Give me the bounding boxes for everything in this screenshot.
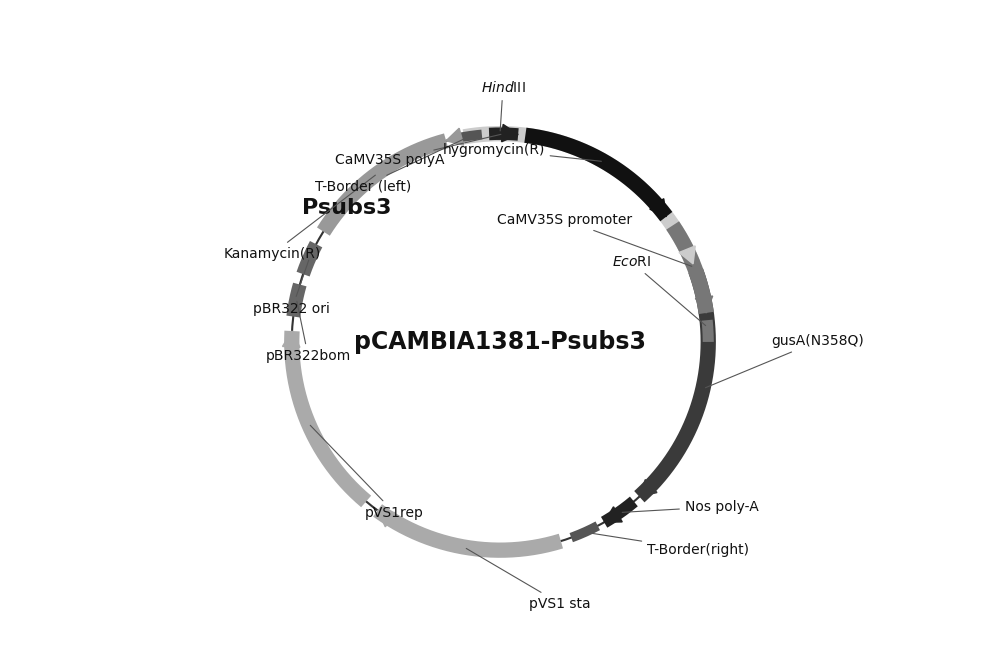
Polygon shape <box>378 510 396 527</box>
Text: Nos poly-A: Nos poly-A <box>622 500 759 514</box>
Text: pBR322 ori: pBR322 ori <box>253 260 330 316</box>
Text: Kanamycin(R): Kanamycin(R) <box>224 175 375 261</box>
Polygon shape <box>639 480 657 497</box>
Text: pVS1 sta: pVS1 sta <box>466 548 591 610</box>
Text: Psubs3: Psubs3 <box>302 198 391 218</box>
Polygon shape <box>446 128 464 145</box>
Polygon shape <box>282 331 300 348</box>
Text: T-Border (left): T-Border (left) <box>315 137 469 193</box>
Polygon shape <box>679 246 695 264</box>
Text: CaMV35S promoter: CaMV35S promoter <box>497 213 692 266</box>
Polygon shape <box>604 507 622 522</box>
Text: hygromycin(R): hygromycin(R) <box>442 143 601 161</box>
Text: CaMV35S polyA: CaMV35S polyA <box>335 134 501 167</box>
Text: pBR322bom: pBR322bom <box>266 301 351 364</box>
Text: $\it{Hind}$III: $\it{Hind}$III <box>481 80 525 131</box>
Polygon shape <box>695 296 713 313</box>
Text: $\it{Eco}$RI: $\it{Eco}$RI <box>612 255 706 325</box>
Text: pVS1rep: pVS1rep <box>310 426 424 520</box>
Text: pCAMBIA1381-Psubs3: pCAMBIA1381-Psubs3 <box>354 330 646 354</box>
Text: T-Border(right): T-Border(right) <box>587 533 749 557</box>
Polygon shape <box>502 124 518 142</box>
Polygon shape <box>650 199 666 217</box>
Text: gusA(N358Q): gusA(N358Q) <box>705 334 864 388</box>
